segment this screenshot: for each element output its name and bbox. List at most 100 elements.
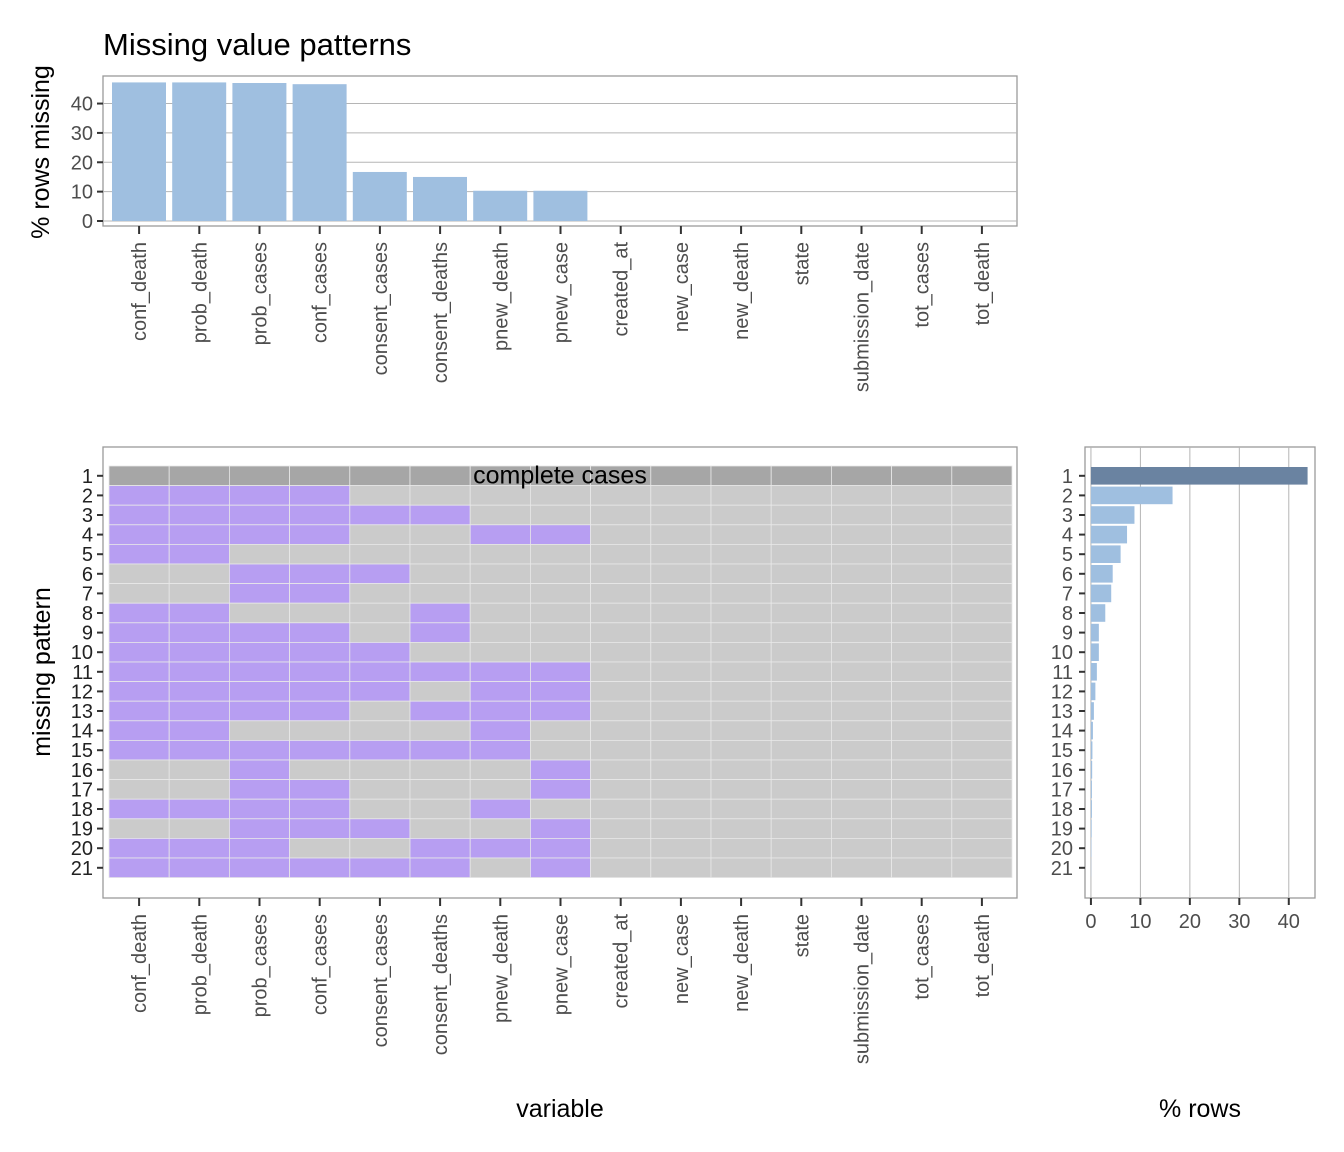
heatmap-cell [650, 838, 712, 859]
heatmap-y-tick-label: 11 [72, 662, 93, 684]
heatmap-y-tick-label: 16 [71, 760, 93, 782]
heatmap-cell [168, 544, 230, 565]
heatmap-cell [228, 700, 290, 722]
heatmap-panel: 123456789101112131415161718192021complet… [71, 446, 1018, 1064]
heatmap-cell [168, 485, 230, 506]
heatmap-cell [409, 857, 471, 879]
heatmap-cell [108, 779, 170, 800]
heatmap-x-tick-label: tot_cases [912, 914, 934, 1000]
heatmap-cell [168, 465, 230, 487]
heatmap-cell [590, 700, 652, 722]
heatmap-cell [168, 642, 230, 663]
heatmap-cell [770, 563, 832, 585]
heatmap-cell [168, 779, 230, 800]
side-y-tick-label: 12 [1051, 681, 1073, 703]
heatmap-cell [108, 544, 170, 565]
heatmap-cell [108, 759, 170, 781]
top-bar [413, 176, 467, 221]
heatmap-cell [590, 524, 652, 545]
heatmap-cell [168, 798, 230, 820]
heatmap-cell [409, 504, 471, 526]
top-bar [232, 83, 287, 221]
side-bar [1090, 741, 1093, 759]
top-x-tick-label: submission_date [852, 242, 874, 392]
heatmap-x-tick-label: consent_cases [370, 914, 392, 1047]
heatmap-cell [409, 818, 471, 839]
side-bar [1090, 486, 1173, 505]
heatmap-cell [891, 485, 953, 506]
heatmap-y-tick-label: 9 [82, 623, 93, 645]
heatmap-cell [409, 602, 471, 624]
heatmap-cell [590, 583, 652, 604]
heatmap-cell [650, 798, 712, 820]
heatmap-cell [409, 838, 471, 859]
top-bar [172, 82, 227, 221]
heatmap-cell [469, 524, 531, 545]
heatmap-cell [289, 661, 351, 683]
heatmap-cell [770, 661, 832, 683]
heatmap-cell [891, 583, 953, 604]
side-y-tick-label: 6 [1062, 564, 1073, 586]
heatmap-cell [108, 798, 170, 820]
heatmap-cell [530, 779, 592, 800]
heatmap-cell [590, 563, 652, 585]
heatmap-cell [590, 681, 652, 702]
heatmap-cell [891, 465, 953, 487]
heatmap-cell [831, 798, 893, 820]
heatmap-cell [228, 622, 290, 643]
heatmap-cell [650, 779, 712, 800]
top-x-tick-label: conf_death [129, 242, 151, 341]
top-y-tick-label: 10 [71, 182, 93, 204]
heatmap-cell [951, 563, 1013, 585]
heatmap-cell [289, 759, 351, 781]
heatmap-cell [590, 661, 652, 683]
heatmap-cell [710, 740, 772, 761]
heatmap-cell [108, 504, 170, 526]
heatmap-x-tick-label: created_at [611, 914, 633, 1009]
heatmap-cell [409, 681, 471, 702]
heatmap-cell [228, 544, 290, 565]
heatmap-cell [168, 661, 230, 683]
heatmap-cell [770, 504, 832, 526]
top-bar [352, 171, 407, 221]
heatmap-cell [349, 524, 411, 545]
heatmap-y-tick-label: 10 [71, 642, 93, 664]
top-x-tick-label: created_at [611, 242, 633, 337]
heatmap-cell [469, 661, 531, 683]
heatmap-cell [469, 602, 531, 624]
top-bar [473, 190, 528, 221]
heatmap-cell [831, 720, 893, 741]
complete-cases-annotation: complete cases [473, 462, 647, 490]
heatmap-cell [409, 779, 471, 800]
heatmap-cell [891, 740, 953, 761]
top-x-tick-label: new_death [731, 242, 753, 340]
heatmap-cell [469, 857, 531, 879]
heatmap-cell [891, 857, 953, 879]
heatmap-cell [530, 681, 592, 702]
heatmap-x-tick-label: pnew_case [551, 914, 573, 1015]
side-y-tick-label: 10 [1051, 642, 1073, 664]
side-y-tick-label: 1 [1062, 466, 1073, 488]
heatmap-cell [650, 700, 712, 722]
heatmap-cell [951, 818, 1013, 839]
heatmap-x-tick-label: prob_death [189, 914, 211, 1015]
heatmap-y-tick-label: 15 [71, 740, 93, 762]
side-x-tick-label: 30 [1228, 911, 1250, 933]
heatmap-cell [228, 857, 290, 879]
heatmap-cell [108, 524, 170, 545]
heatmap-x-tick-label: conf_cases [310, 914, 332, 1015]
heatmap-cell [650, 681, 712, 702]
heatmap-cell [951, 485, 1013, 506]
heatmap-cell [650, 759, 712, 781]
heatmap-cell [831, 661, 893, 683]
side-x-tick-label: 0 [1085, 911, 1096, 933]
heatmap-cell [168, 740, 230, 761]
heatmap-cell [168, 720, 230, 741]
side-y-tick-label: 15 [1051, 740, 1073, 762]
side-x-tick-label: 40 [1278, 911, 1300, 933]
heatmap-y-tick-label: 6 [82, 564, 93, 586]
heatmap-cell [349, 583, 411, 604]
side-y-tick-label: 19 [1051, 819, 1073, 841]
heatmap-cell [108, 857, 170, 879]
